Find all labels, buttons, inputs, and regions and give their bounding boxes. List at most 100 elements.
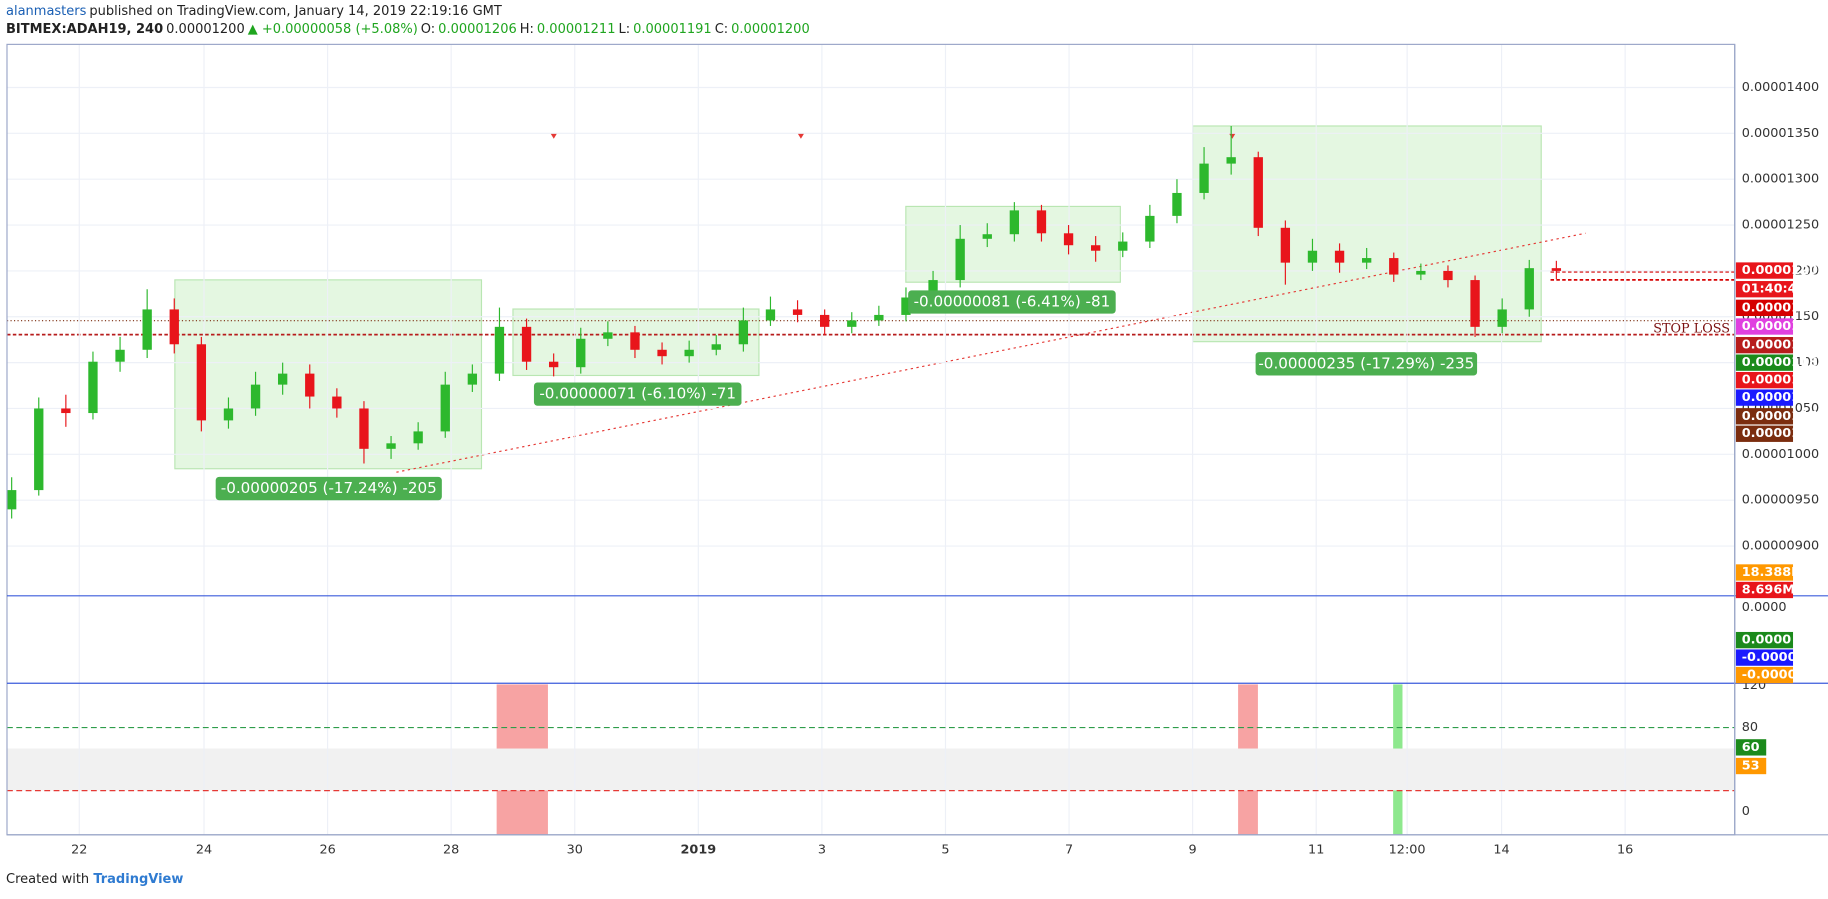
price-tag-label: 0.00001190 (1742, 338, 1827, 353)
candle-body (6, 490, 17, 510)
price-tag (1735, 389, 1794, 406)
candle-body (386, 443, 396, 449)
measure-label: -0.00000071 (-6.10%) -71 (539, 385, 736, 403)
published: published on TradingView.com, January 14… (89, 4, 502, 19)
candle-body (305, 373, 315, 397)
candle-body (223, 408, 234, 421)
price-tag (1735, 425, 1794, 442)
candle-body (548, 361, 559, 368)
last: 0.00001200 (166, 22, 245, 37)
measure-label-box (1255, 352, 1478, 376)
candle-body (819, 314, 830, 327)
x-tick-label: 28 (443, 842, 459, 857)
candle-body (494, 326, 505, 374)
candle-body (34, 408, 44, 491)
y-tick-label: 0.00001400 (1742, 80, 1819, 95)
candle-body (1253, 157, 1263, 228)
footer: Created with TradingView (6, 872, 183, 887)
candle-body (1497, 309, 1507, 327)
price-tag (1735, 757, 1767, 775)
y-tick-label: 0.00001350 (1742, 126, 1819, 141)
candle-body (467, 373, 478, 385)
price-tag-label: 0.00001181 (1742, 373, 1827, 388)
trend-line (396, 232, 1586, 473)
candle-body (88, 361, 98, 414)
candle-body (928, 280, 938, 298)
candle-body (169, 309, 179, 345)
candle-body (359, 408, 369, 449)
candle-body (1334, 250, 1345, 263)
created: Created with (6, 872, 90, 887)
candle-body (792, 309, 803, 315)
author: alanmasters (6, 4, 87, 19)
price-tag (1735, 631, 1794, 649)
measure-label: -0.00000205 (-17.24%) -205 (221, 479, 437, 497)
measure-label: -0.00000081 (-6.41%) -81 (914, 293, 1111, 311)
candle-body (250, 384, 261, 409)
y-tick-label: 0.00000900 (1742, 539, 1819, 554)
rsi-tick-label: 0 (1742, 804, 1750, 819)
candle-body (1443, 270, 1453, 281)
y-tick-label: 0.00001250 (1742, 218, 1819, 233)
c-label: C: (714, 22, 729, 37)
candle-body (901, 297, 911, 315)
candle-body (1280, 227, 1291, 263)
header-line: BITMEX:ADAH19, 240 0.00001200 ▲ +0.0000005… (6, 22, 813, 37)
price-tag (1735, 318, 1794, 335)
candle-body (847, 320, 857, 327)
candle-body (61, 408, 71, 414)
x-tick-label: 26 (319, 842, 335, 857)
candle-body (982, 234, 992, 239)
rsi-tick-label: 80 (1742, 720, 1758, 735)
candle-body (1145, 215, 1155, 242)
price-tag (1735, 564, 1794, 581)
x-tick-label: 9 (1189, 842, 1197, 857)
x-tick-label: 3 (818, 842, 826, 857)
candle-body (440, 384, 450, 432)
y-tick-label: 0.00001300 (1742, 172, 1819, 187)
h: 0.00001211 (536, 22, 616, 37)
price-tag (1735, 666, 1794, 684)
x-tick-label: 22 (71, 842, 87, 857)
candle-body (1524, 268, 1534, 310)
price-tag-label: 0.00001196 (1742, 319, 1827, 334)
candle-body (1063, 233, 1074, 246)
candle-body (115, 349, 125, 362)
candle-body (1172, 192, 1182, 216)
candle-body (521, 326, 532, 362)
header-line: alanmasters published on TradingView.com,… (6, 4, 505, 19)
price-tag (1735, 581, 1794, 599)
x-tick-label: 30 (567, 842, 583, 857)
symbol: BITMEX:ADAH19, 240 (6, 22, 164, 37)
x-tick-label: 12:00 (1389, 842, 1426, 857)
x-tick-label: 11 (1308, 842, 1324, 857)
candle-body (1009, 210, 1020, 235)
measure-label-box (533, 382, 742, 406)
price-tag (1735, 336, 1794, 354)
measure-label-box (215, 476, 442, 501)
y-tick-label: 0.00000950 (1742, 493, 1819, 508)
x-tick-label: 14 (1493, 842, 1509, 857)
price-tag-label: 60 (1742, 740, 1760, 755)
l: 0.00001191 (633, 22, 712, 37)
candle-body (413, 431, 423, 444)
brand[interactable]: TradingView (93, 872, 184, 887)
candle-body (1090, 245, 1101, 251)
candle-body (332, 396, 342, 409)
candle-body (576, 338, 586, 368)
price-tag-label: 53 (1742, 759, 1760, 774)
x-tick-label: 24 (196, 842, 212, 857)
price-tag (1735, 262, 1794, 279)
candle-body (684, 349, 694, 357)
price-tag (1735, 371, 1794, 389)
candle-body (711, 344, 721, 350)
y-tick-label: 0.00001000 (1742, 447, 1819, 462)
candle-body (955, 238, 965, 281)
measure-label-box (908, 290, 1116, 314)
price-tag (1735, 739, 1767, 756)
price-tag-label: 0.00001181 (1742, 355, 1827, 370)
overlay: 0.000009000.000009500.000010000.00001050… (71, 80, 1827, 857)
candle-body (1118, 241, 1128, 251)
